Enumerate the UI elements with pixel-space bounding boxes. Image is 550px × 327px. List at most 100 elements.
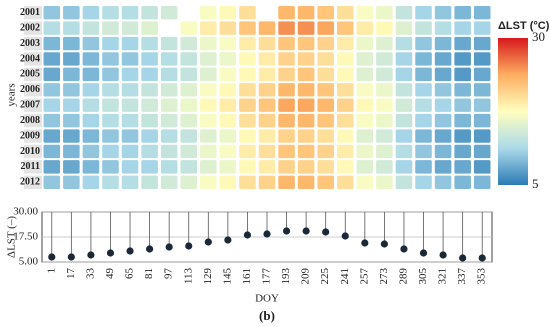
tile [239, 6, 256, 20]
x-tick-label: 1 [45, 268, 57, 274]
tile [63, 144, 80, 159]
tile [278, 160, 295, 174]
tile [102, 98, 119, 112]
tile [434, 129, 452, 143]
tile [454, 36, 471, 51]
tile [376, 21, 393, 35]
tile [82, 6, 100, 20]
tile [278, 36, 295, 51]
tile [395, 67, 413, 82]
dot [185, 242, 193, 250]
x-tick-label: 353 [476, 268, 488, 285]
tile [258, 98, 276, 112]
tile [278, 175, 295, 189]
dot [302, 227, 310, 235]
colorbar-title: ΔLST (°C) [498, 20, 550, 32]
tile [317, 144, 334, 159]
year-label-bg [24, 52, 42, 66]
tile [415, 144, 432, 159]
tile [141, 144, 158, 159]
tile [395, 129, 413, 143]
tile [376, 36, 393, 51]
tile [219, 83, 237, 97]
tile [121, 52, 139, 66]
tile [63, 36, 80, 51]
tile [297, 129, 315, 143]
tile [473, 6, 491, 20]
x-tick-label: 305 [417, 268, 429, 285]
tile [395, 113, 413, 128]
x-tick-label: 145 [221, 268, 233, 285]
tile [219, 21, 237, 35]
tile [63, 21, 80, 35]
tile [63, 98, 80, 112]
tile [434, 6, 452, 20]
tile [200, 113, 217, 128]
tile [454, 144, 471, 159]
tile [219, 175, 237, 189]
tile [219, 113, 237, 128]
year-label: 2006 [20, 84, 40, 95]
tile [473, 160, 491, 174]
year-label: 2009 [20, 130, 40, 141]
tile [239, 21, 256, 35]
tile [376, 144, 393, 159]
tile [454, 175, 471, 189]
x-tick-label: 17 [65, 268, 77, 280]
tile [219, 129, 237, 143]
tile [278, 6, 295, 20]
tile [297, 36, 315, 51]
dot [361, 239, 369, 247]
dot [419, 249, 428, 257]
tile [415, 129, 432, 143]
tile [336, 36, 354, 51]
tile [160, 36, 178, 51]
tile [434, 67, 452, 82]
tile [180, 144, 198, 159]
x-tick-label: 193 [280, 268, 292, 285]
tile [473, 83, 491, 97]
tile [395, 160, 413, 174]
dot [165, 243, 173, 251]
tile [160, 175, 178, 189]
tile [180, 98, 198, 112]
tile [239, 67, 256, 82]
tile [278, 129, 295, 143]
tile [43, 67, 61, 82]
dot [243, 231, 252, 239]
tile [160, 83, 178, 97]
dot [400, 245, 408, 253]
dot [224, 236, 232, 244]
x-tick-label: 161 [241, 268, 253, 285]
tile [317, 113, 334, 128]
dot [48, 253, 56, 261]
tile [317, 83, 334, 97]
tile [356, 6, 374, 20]
tile [376, 67, 393, 82]
y-tick-label: 5.00 [19, 256, 39, 268]
tile [317, 36, 334, 51]
tile [43, 113, 61, 128]
tile [434, 98, 452, 112]
tile [415, 175, 432, 189]
y-tick-label: 17.50 [13, 231, 38, 243]
tile [43, 129, 61, 143]
tile [376, 98, 393, 112]
tile [102, 6, 119, 20]
tile [434, 144, 452, 159]
tile [356, 175, 374, 189]
tile [239, 36, 256, 51]
tile [258, 160, 276, 174]
tile [63, 52, 80, 66]
tile [239, 160, 256, 174]
tile [180, 160, 198, 174]
tile [121, 175, 139, 189]
tile [63, 113, 80, 128]
tile [297, 52, 315, 66]
x-tick-label: 337 [456, 268, 468, 285]
tile [121, 98, 139, 112]
tile [258, 67, 276, 82]
tile [102, 144, 119, 159]
x-tick-label: 225 [319, 268, 331, 285]
tile [356, 36, 374, 51]
